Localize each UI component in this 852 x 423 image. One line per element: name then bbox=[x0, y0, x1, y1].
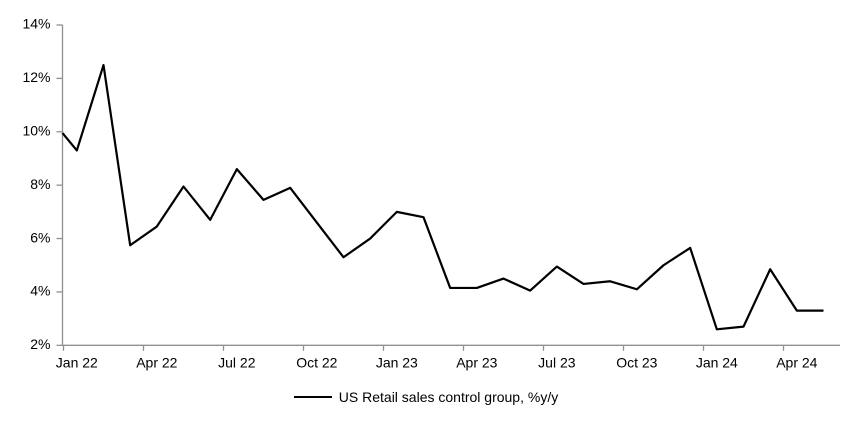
y-tick-label: 4% bbox=[30, 283, 50, 299]
y-tick-label: 6% bbox=[30, 229, 50, 245]
x-tick-label: Jul 23 bbox=[538, 354, 576, 370]
legend-line-swatch bbox=[293, 396, 332, 398]
x-tick-label: Jan 22 bbox=[56, 354, 98, 370]
x-tick-label: Apr 24 bbox=[776, 354, 817, 370]
legend-label: US Retail sales control group, %y/y bbox=[338, 389, 559, 405]
x-tick-label: Jan 24 bbox=[696, 354, 738, 370]
legend: US Retail sales control group, %y/y bbox=[0, 389, 852, 405]
x-tick-label: Oct 23 bbox=[616, 354, 657, 370]
y-tick-label: 2% bbox=[30, 336, 50, 352]
data-series-line bbox=[61, 63, 824, 331]
y-tick-label: 10% bbox=[22, 122, 50, 138]
y-tick-label: 8% bbox=[30, 176, 50, 192]
x-tick-label: Apr 23 bbox=[456, 354, 497, 370]
x-tick-label: Oct 22 bbox=[296, 354, 337, 370]
x-tick-label: Jan 23 bbox=[376, 354, 418, 370]
y-tick-label: 14% bbox=[22, 16, 50, 32]
x-tick-label: Jul 22 bbox=[218, 354, 256, 370]
x-tick-label: Apr 22 bbox=[136, 354, 177, 370]
y-tick-label: 12% bbox=[22, 69, 50, 85]
